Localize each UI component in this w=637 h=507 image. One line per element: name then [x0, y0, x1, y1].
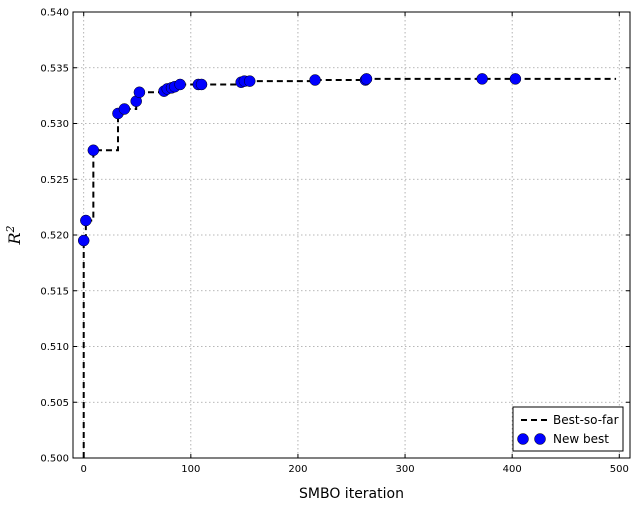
new-best-point	[360, 73, 373, 85]
new-best-point	[195, 78, 208, 91]
new-best-point	[133, 86, 146, 99]
x-tick-label: 200	[288, 464, 307, 475]
x-tick-label: 400	[503, 464, 522, 475]
series-best-so-far-line	[82, 77, 617, 458]
legend-swatch-new-best-b	[534, 433, 546, 445]
new-best-point	[174, 78, 186, 91]
y-tick-label: 0.510	[40, 342, 69, 353]
new-best-point	[509, 73, 522, 85]
x-axis-label: SMBO iteration	[299, 486, 404, 502]
y-tick-label: 0.540	[40, 8, 69, 19]
legend-label-new-best: New best	[553, 432, 609, 446]
y-axis-label-superscript: 2	[4, 225, 17, 233]
y-axis-label: R2	[4, 225, 24, 245]
x-tick-label: 0	[81, 464, 87, 475]
y-tick-label: 0.500	[40, 454, 69, 465]
axis-ticks: 0 100 200 300 400 500 0.500 0.505 0.510 0.515 0.52…	[40, 8, 630, 475]
y-tick-label: 0.520	[40, 231, 69, 242]
y-tick-label: 0.505	[40, 398, 69, 409]
new-best-point	[476, 73, 488, 85]
x-tick-label: 500	[610, 464, 629, 475]
x-tick-label: 100	[181, 464, 200, 475]
plot-area	[77, 73, 617, 458]
new-best-point	[243, 75, 256, 87]
new-best-point	[118, 103, 131, 115]
new-best-point	[80, 214, 92, 227]
y-axis-label-base: R	[5, 232, 24, 245]
new-best-point	[77, 234, 90, 247]
new-best-point	[87, 144, 100, 157]
y-tick-label: 0.515	[40, 286, 69, 297]
legend-label-best-so-far: Best-so-far	[553, 413, 619, 427]
legend-box	[512, 406, 624, 452]
new-best-point	[309, 74, 321, 86]
y-axis-title: R2	[4, 225, 24, 245]
y-tick-label: 0.535	[40, 63, 69, 74]
x-axis-title: SMBO iteration	[299, 486, 404, 502]
y-tick-label: 0.530	[40, 119, 69, 130]
y-tick-label: 0.525	[40, 175, 69, 186]
legend: Best-so-far New best	[512, 406, 624, 452]
legend-swatch-new-best-a	[517, 433, 529, 445]
x-tick-label: 300	[396, 464, 415, 475]
